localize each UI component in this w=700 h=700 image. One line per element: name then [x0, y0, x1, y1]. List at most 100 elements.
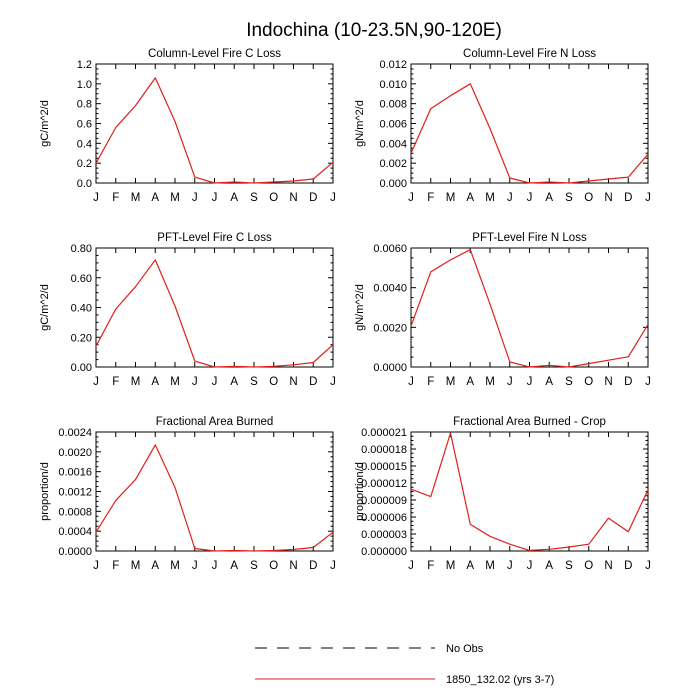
- x-tick-label: J: [527, 192, 533, 204]
- panel-5: Fractional Area Burned proportion/d 0.0000…: [39, 416, 336, 572]
- panel-4: PFT-Level Fire N Loss gN/m^2/d 0.0000 0.002…: [354, 232, 651, 388]
- y-tick-label: 0.0: [77, 178, 92, 190]
- y-tick-label: 0.2: [77, 158, 92, 170]
- legend: No Obs 1850_132.02 (yrs 3-7): [255, 643, 554, 686]
- plot-frame: [410, 431, 649, 552]
- x-tick-label: A: [545, 376, 553, 388]
- panel-3: PFT-Level Fire C Loss gC/m^2/d 0.00 0.20 0.4…: [39, 232, 336, 388]
- y-tick-label: 0.4: [77, 138, 92, 150]
- y-tick-label: 0.010: [379, 79, 407, 91]
- y-tick-label: 0.000018: [361, 444, 407, 456]
- plot-frame: [95, 431, 334, 552]
- x-tick-label: D: [309, 192, 317, 204]
- x-tick-label: J: [507, 192, 513, 204]
- y-tick-label: 0.0020: [58, 447, 92, 459]
- series-line: [95, 77, 334, 184]
- x-tick-label: A: [466, 376, 474, 388]
- panel-6: Fractional Area Burned - Crop proportion/…: [354, 416, 651, 572]
- x-tick-label: A: [545, 560, 553, 572]
- plot-frame: [410, 63, 649, 184]
- x-tick-label: S: [250, 560, 258, 572]
- y-tick-label: 0.0040: [373, 283, 407, 295]
- x-tick-label: A: [230, 192, 238, 204]
- x-tick-label: M: [485, 192, 495, 204]
- x-tick-label: A: [230, 376, 238, 388]
- y-axis-label: gN/m^2/d: [354, 100, 366, 147]
- legend-label-no-obs: No Obs: [446, 643, 484, 655]
- plot-frame: [410, 247, 649, 368]
- x-tick-label: M: [131, 376, 141, 388]
- x-tick-label: D: [309, 560, 317, 572]
- y-tick-label: 0.000003: [361, 529, 407, 541]
- x-tick-label: F: [112, 560, 119, 572]
- y-tick-label: 0.0004: [58, 526, 92, 538]
- y-tick-label: 0.012: [379, 59, 407, 71]
- y-tick-label: 0.40: [71, 303, 92, 315]
- x-tick-label: J: [507, 560, 513, 572]
- plot-frame: [95, 63, 334, 184]
- x-tick-label: O: [584, 560, 593, 572]
- x-tick-label: J: [93, 376, 99, 388]
- x-tick-label: O: [269, 192, 278, 204]
- x-tick-label: J: [93, 560, 99, 572]
- y-tick-label: 0.8: [77, 99, 92, 111]
- x-tick-label: S: [250, 376, 258, 388]
- y-tick-label: 0.000000: [361, 546, 407, 558]
- x-tick-label: M: [170, 376, 180, 388]
- y-tick-label: 0.000006: [361, 512, 407, 524]
- panel-title: Fractional Area Burned: [156, 416, 274, 428]
- y-tick-label: 0.0016: [58, 467, 92, 479]
- y-axis-label: gN/m^2/d: [354, 284, 366, 331]
- series-line: [410, 83, 649, 184]
- y-tick-label: 0.0000: [58, 546, 92, 558]
- panels: Column-Level Fire C Loss gC/m^2/d 0.0 0.2 0.…: [39, 48, 651, 572]
- x-tick-label: A: [466, 560, 474, 572]
- x-tick-label: A: [151, 560, 159, 572]
- panel-1: Column-Level Fire C Loss gC/m^2/d 0.0 0.2 0.…: [39, 48, 336, 204]
- x-tick-label: S: [565, 376, 573, 388]
- y-axis-label: proportion/d: [354, 462, 366, 521]
- x-tick-label: M: [446, 192, 456, 204]
- page-title: Indochina (10-23.5N,90-120E): [246, 20, 502, 41]
- x-tick-label: S: [565, 560, 573, 572]
- x-tick-label: A: [230, 560, 238, 572]
- y-axis-label: proportion/d: [39, 462, 51, 521]
- x-tick-label: F: [427, 560, 434, 572]
- series-line: [410, 432, 649, 552]
- x-tick-label: D: [624, 376, 632, 388]
- x-tick-label: M: [485, 376, 495, 388]
- y-tick-label: 0.0012: [58, 487, 92, 499]
- x-tick-label: N: [289, 192, 297, 204]
- x-tick-label: J: [408, 192, 414, 204]
- x-tick-label: M: [170, 192, 180, 204]
- y-tick-label: 0.0024: [58, 427, 92, 439]
- x-tick-label: S: [565, 192, 573, 204]
- y-tick-label: 0.00: [71, 362, 92, 374]
- panel-title: PFT-Level Fire C Loss: [157, 232, 272, 244]
- y-tick-label: 0.80: [71, 243, 92, 255]
- y-axis-label: gC/m^2/d: [39, 100, 51, 147]
- panel-2: Column-Level Fire N Loss gN/m^2/d 0.000 0.0…: [354, 48, 651, 204]
- x-tick-label: O: [584, 376, 593, 388]
- y-tick-label: 0.002: [379, 158, 407, 170]
- x-tick-label: J: [507, 376, 513, 388]
- x-tick-label: F: [112, 192, 119, 204]
- x-tick-label: N: [604, 192, 612, 204]
- panel-title: Column-Level Fire N Loss: [463, 48, 596, 60]
- x-tick-label: O: [269, 376, 278, 388]
- x-tick-label: A: [545, 192, 553, 204]
- x-tick-label: J: [212, 560, 218, 572]
- x-tick-label: J: [645, 192, 651, 204]
- x-tick-label: N: [604, 560, 612, 572]
- y-tick-label: 0.000015: [361, 461, 407, 473]
- x-tick-label: A: [466, 192, 474, 204]
- panel-title: PFT-Level Fire N Loss: [472, 232, 587, 244]
- y-tick-label: 0.0020: [373, 322, 407, 334]
- x-tick-label: D: [309, 376, 317, 388]
- x-tick-label: J: [408, 376, 414, 388]
- panel-title: Column-Level Fire C Loss: [148, 48, 281, 60]
- x-tick-label: J: [192, 192, 198, 204]
- y-tick-label: 0.0008: [58, 506, 92, 518]
- y-tick-label: 0.004: [379, 138, 407, 150]
- x-tick-label: N: [604, 376, 612, 388]
